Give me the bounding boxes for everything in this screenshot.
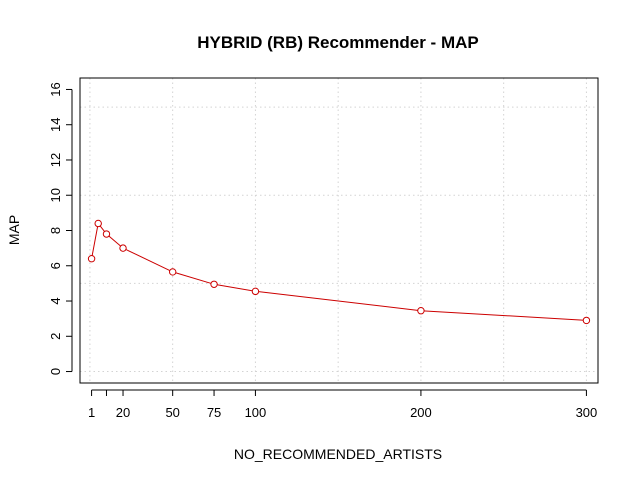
data-point (87, 255, 96, 263)
plot-frame (79, 77, 599, 384)
y-tick-label: 12 (48, 153, 63, 167)
y-axis: 0 2 4 6 8 10 12 14 16 (48, 82, 73, 375)
data-point (417, 307, 425, 315)
y-tick-label: 16 (48, 82, 63, 96)
x-axis-label: NO_RECOMMENDED_ARTISTS (234, 446, 442, 462)
y-tick-label: 2 (48, 333, 63, 340)
data-point (168, 268, 177, 276)
data-point (94, 219, 102, 228)
data-point (251, 287, 260, 296)
y-tick-label: 6 (48, 262, 63, 269)
x-axis: 1 20 50 75 100 200 300 (88, 389, 598, 420)
y-tick-label: 14 (48, 117, 63, 131)
series-line (91, 222, 587, 321)
chart-title: HYBRID (RB) Recommender - MAP (197, 33, 478, 52)
y-tick-label: 0 (48, 368, 63, 375)
x-tick-label: 100 (245, 405, 267, 420)
y-tick-label: 4 (48, 297, 63, 304)
data-point (582, 316, 591, 325)
y-tick-label: 10 (48, 188, 63, 202)
x-tick-label: 50 (165, 405, 179, 420)
y-tick-label: 8 (48, 227, 63, 234)
x-tick-label: 20 (116, 405, 130, 420)
grid (80, 78, 598, 383)
data-point (102, 230, 111, 238)
x-tick-label: 200 (410, 405, 432, 420)
data-point (119, 244, 127, 252)
y-axis-label: MAP (6, 215, 22, 245)
x-tick-label: 300 (576, 405, 598, 420)
x-tick-label: 1 (88, 405, 95, 420)
data-point (210, 280, 218, 288)
x-tick-label: 75 (207, 405, 221, 420)
series-layer (87, 219, 591, 325)
